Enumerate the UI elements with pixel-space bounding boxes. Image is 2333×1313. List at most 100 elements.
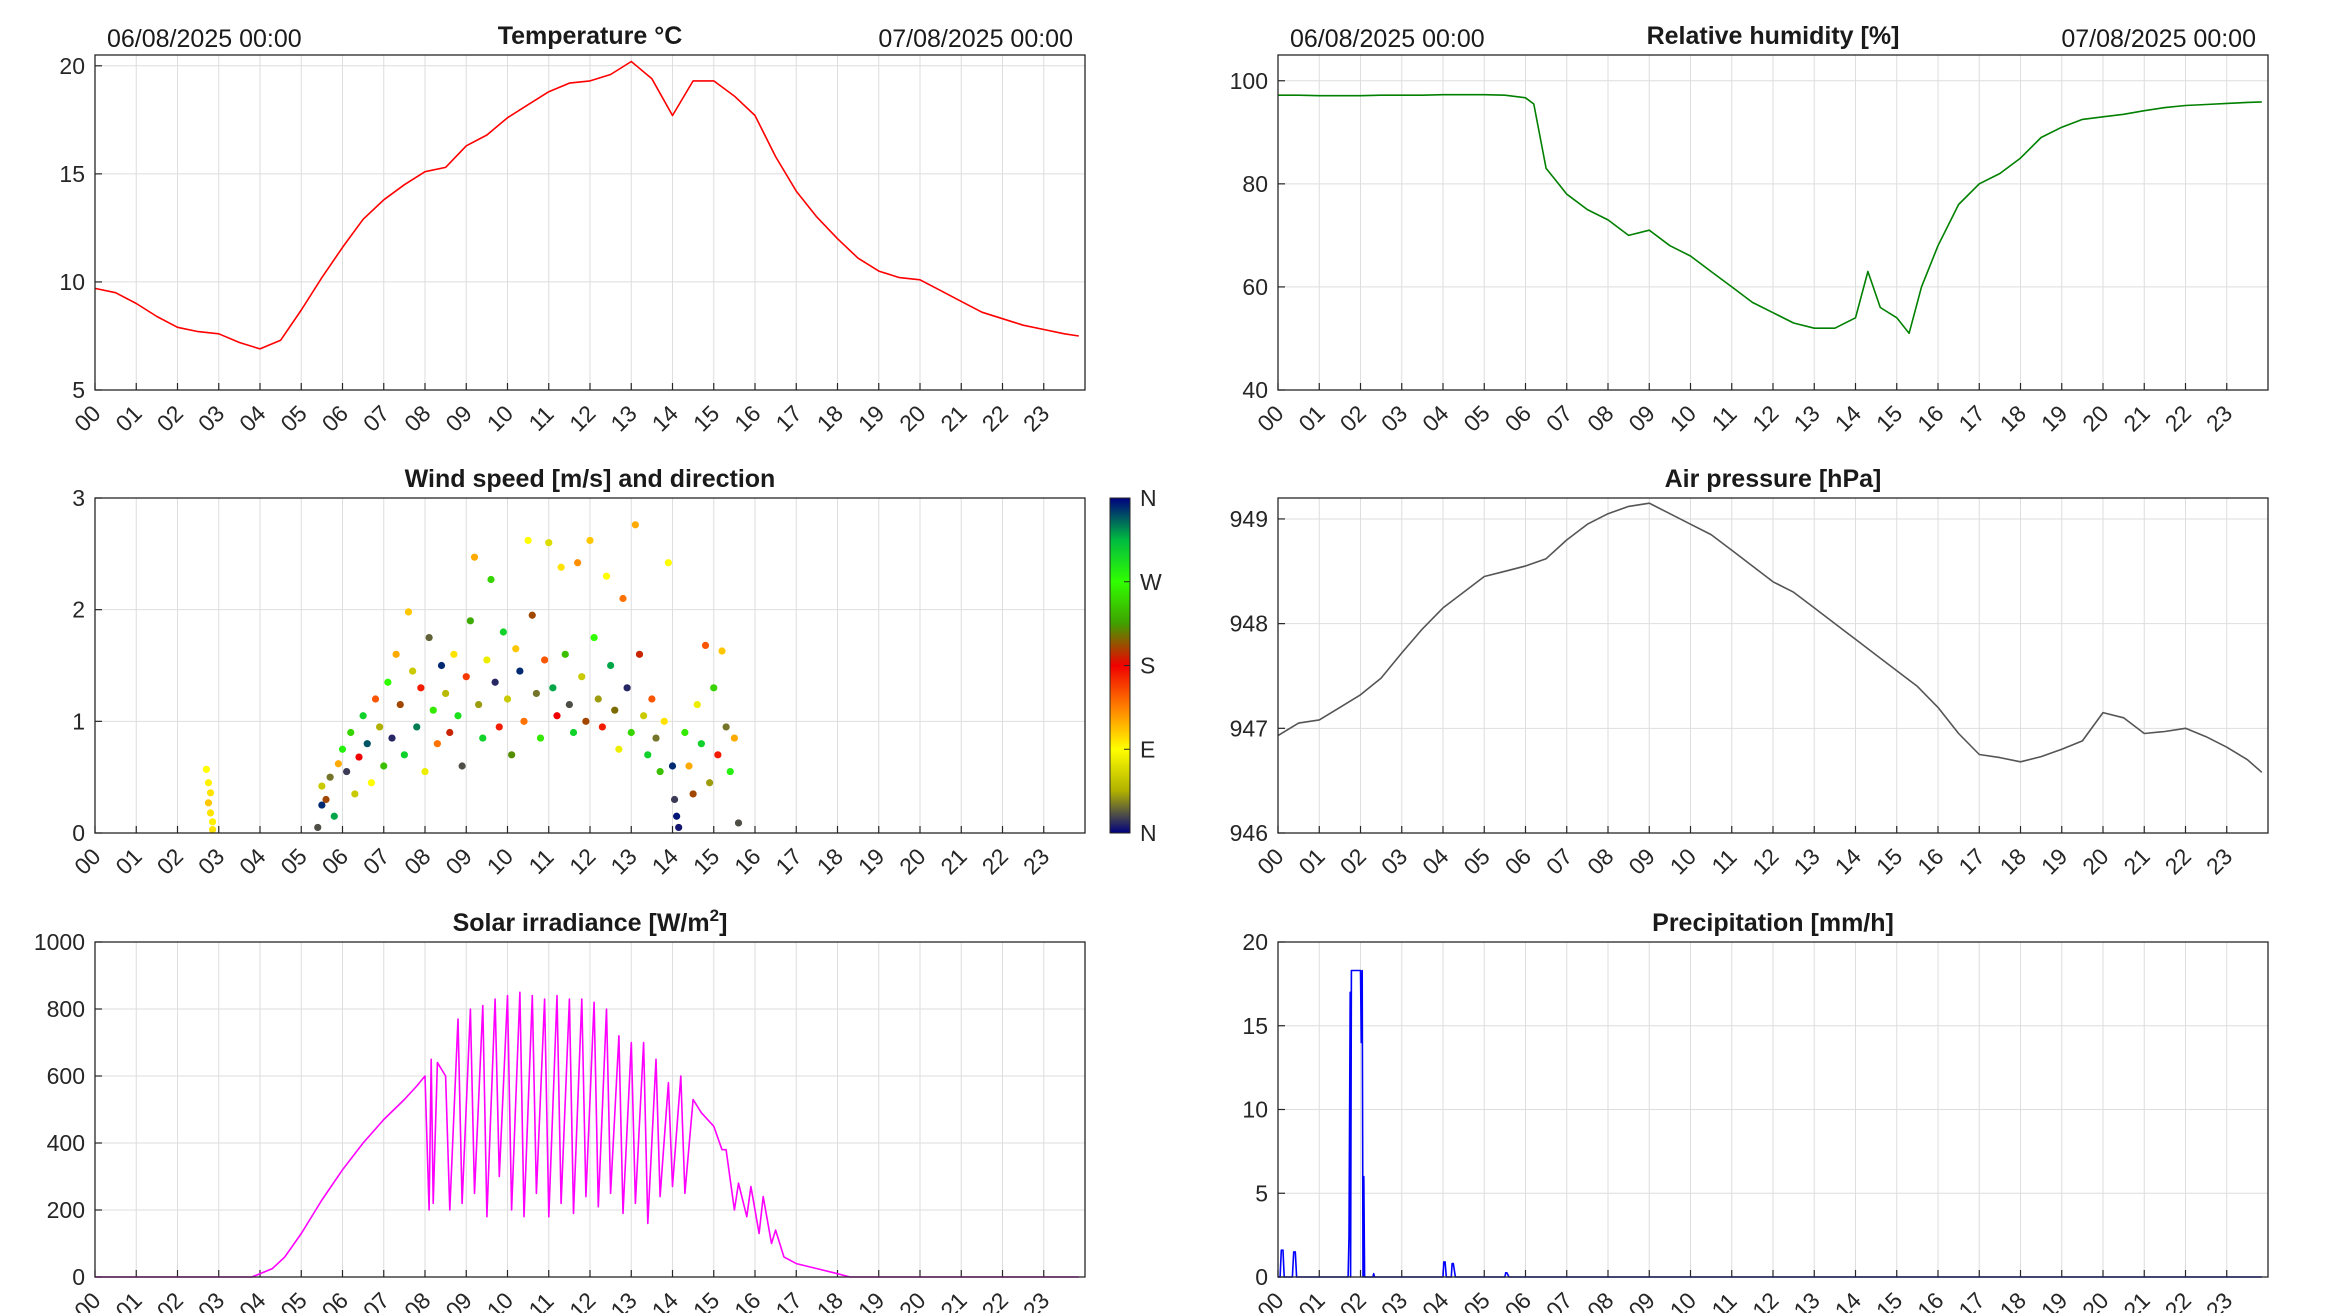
wind-point [722,723,730,731]
wind-point [718,647,726,655]
humidity-date-start: 06/08/2025 00:00 [1290,25,1485,53]
humidity-series-line [1278,93,2262,335]
pressure-series-line [1277,502,2263,773]
wind-point [553,712,561,720]
precipitation-y-tick-label: 5 [1255,1180,1268,1206]
wind-point [652,734,660,742]
humidity-y-tick-label: 100 [1230,68,1268,94]
wind-point [442,689,450,698]
wind-point [693,700,701,709]
solar-title-tail: ] [719,909,727,937]
wind-point [355,753,363,761]
wind-point [557,563,565,571]
wind-title: Wind speed [m/s] and direction [405,465,776,493]
colorbar-label: N [1140,820,1157,846]
wind-point [208,818,217,826]
humidity-title: Relative humidity [%] [1647,22,1900,50]
wind-axes-frame [94,497,1086,834]
wind-point [611,706,619,714]
wind-point [582,717,590,725]
wind-point [673,812,681,820]
solar-title: Solar irradiance [W/m2] [453,906,728,937]
colorbar-label: E [1140,736,1155,762]
wind-point [495,723,503,731]
pressure-y-tick-label: 947 [1230,715,1268,741]
wind-point [668,762,677,770]
wind-point [569,728,578,737]
colorbar-label: W [1140,569,1162,595]
wind-point [343,767,351,776]
wind-point [470,553,479,561]
wind-point [466,617,474,625]
wind-point [528,611,536,619]
wind-point [545,539,553,547]
humidity-y-tick-label: 40 [1242,377,1268,403]
wind-y-tick-label: 0 [72,820,85,846]
wind-point [532,689,540,698]
wind-point [376,723,384,731]
pressure-axes-frame [1277,497,2269,834]
colorbar-label: N [1140,485,1157,511]
precipitation-axes-frame [1277,941,2269,1278]
precipitation-y-tick-label: 0 [1255,1264,1268,1290]
wind-point [640,712,648,720]
wind-point [446,728,454,737]
wind-point [565,700,573,709]
wind-point [660,717,668,725]
solar-chart: 00 01 02 03 04 05 06 07 08 09 10 11 12 13 14 15 16 17 18 19… [34,929,1086,1313]
temperature-y-tick-label: 10 [59,269,85,295]
humidity-chart: 00 01 02 03 04 05 06 07 08 09 10 11 12 13 14 15 16 17 18 19… [1230,54,2269,437]
wind-point [598,723,606,731]
precipitation-y-tick-label: 20 [1242,929,1268,955]
wind-point [314,823,322,832]
wind-point [409,667,417,675]
wind-point [590,633,598,642]
pressure-chart: 00 01 02 03 04 05 06 07 08 09 10 11 12 13 14 15 16 17 18 19… [1230,497,2269,880]
wind-point [561,650,569,658]
temperature-axes-frame [94,54,1086,391]
wind-point [458,762,466,770]
wind-point [322,795,330,804]
wind-point [734,819,743,827]
wind-point [433,740,441,748]
temperature-chart: 00 01 02 03 04 05 06 07 08 09 10 11 12 13 14 15 16 17 18 19… [59,53,1086,437]
wind-y-tick-label: 1 [72,708,85,734]
wind-point [483,656,491,664]
wind-point [635,650,644,658]
wind-point [714,751,722,759]
wind-point [685,762,693,770]
wind-point [710,684,718,692]
wind-point [204,799,213,807]
wind-point [204,779,213,787]
wind-point [400,751,408,759]
wind-point [454,712,462,720]
wind-point [425,633,433,642]
wind-point [202,765,210,773]
wind-point [380,762,388,770]
temperature-title: Temperature °C [498,22,683,50]
wind-point [404,608,413,616]
wind-point [574,559,582,567]
wind-point [479,734,487,742]
wind-point [413,723,421,731]
wind-point [520,717,528,725]
pressure-y-tick-label: 948 [1230,611,1268,637]
humidity-y-tick-label: 80 [1242,171,1268,197]
wind-point [503,695,512,703]
wind-point [367,779,375,787]
wind-point [644,751,652,759]
wind-point [549,684,557,692]
wind-point [487,575,495,584]
wind-point [371,695,380,703]
pressure-title: Air pressure [hPa] [1665,465,1882,493]
wind-point [318,801,326,809]
precipitation-title: Precipitation [mm/h] [1652,909,1894,937]
wind-point [664,559,672,567]
humidity-axes-frame [1277,54,2269,391]
wind-point [730,734,738,742]
temperature-y-tick-label: 20 [59,53,85,79]
wind-point [388,734,396,742]
wind-point [670,795,679,804]
humidity-date-end: 07/08/2025 00:00 [2061,25,2256,53]
wind-point [421,767,429,776]
